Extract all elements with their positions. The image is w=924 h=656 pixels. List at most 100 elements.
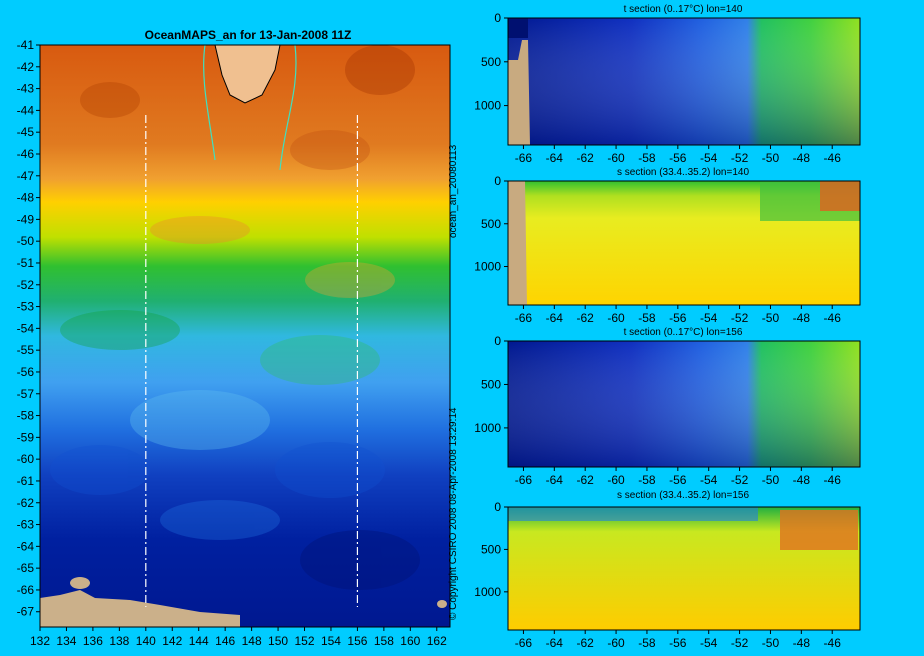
lat-tick-label: -41 xyxy=(17,38,35,52)
lat-tick-label: -67 xyxy=(17,605,35,619)
panel-x-tick-label: -60 xyxy=(607,151,625,165)
panel-2-warm xyxy=(820,181,860,211)
panel-3-title: t section (0..17°C) lon=156 xyxy=(624,327,743,338)
panel-1-title: t section (0..17°C) lon=140 xyxy=(624,4,743,15)
lon-tick-label: 132 xyxy=(30,634,50,648)
panel-x-tick-label: -54 xyxy=(700,473,718,487)
panel-x-tick-label: -64 xyxy=(546,311,564,325)
lon-tick-label: 144 xyxy=(189,634,209,648)
panel-x-tick-label: -60 xyxy=(607,473,625,487)
section-panel-3: t section (0..17°C) lon=156 xyxy=(507,327,861,468)
lat-tick-label: -65 xyxy=(17,561,35,575)
panel-x-tick-label: -62 xyxy=(577,473,595,487)
panel-x-tick-label: -48 xyxy=(793,473,811,487)
panel-x-tick-label: -52 xyxy=(731,473,749,487)
antarctica-island xyxy=(70,577,90,589)
map-field xyxy=(40,45,450,627)
map-side-label-top: ocean_an_20080113 xyxy=(448,144,459,238)
panel-4-warm xyxy=(780,510,858,550)
panel-x-tick-label: -62 xyxy=(577,151,595,165)
lat-tick-label: -45 xyxy=(17,125,35,139)
panel-x-tick-label: -60 xyxy=(607,636,625,650)
lat-tick-label: -62 xyxy=(17,496,35,510)
panel-1-frame xyxy=(507,17,861,146)
section-panel-2: s section (33.4..35.2) lon=140 xyxy=(507,167,861,306)
panel-x-tick-label: -58 xyxy=(638,151,656,165)
lat-tick-label: -60 xyxy=(17,452,35,466)
panel-x-tick-label: -56 xyxy=(669,473,687,487)
panel-1-surface xyxy=(508,18,528,38)
panel-x-tick-label: -64 xyxy=(546,473,564,487)
panel-y-tick-label: 1000 xyxy=(474,99,501,113)
lat-tick-label: -64 xyxy=(17,539,35,553)
lat-tick-label: -55 xyxy=(17,343,35,357)
panel-x-tick-label: -66 xyxy=(515,311,533,325)
section-panel-1: t section (0..17°C) lon=140 xyxy=(507,4,861,146)
lon-tick-label: 134 xyxy=(56,634,76,648)
antarctica-rock xyxy=(437,600,447,608)
lat-tick-label: -42 xyxy=(17,60,35,74)
panel-4-surface xyxy=(508,507,758,521)
lat-tick-label: -56 xyxy=(17,365,35,379)
panel-y-tick-label: 500 xyxy=(481,55,501,69)
panel-x-tick-label: -46 xyxy=(824,311,842,325)
panel-x-tick-label: -52 xyxy=(731,636,749,650)
lon-tick-label: 158 xyxy=(374,634,394,648)
lat-tick-label: -51 xyxy=(17,256,35,270)
contour-lines xyxy=(203,44,297,171)
panel-2-frame xyxy=(507,180,861,306)
panel-x-tick-label: -62 xyxy=(577,311,595,325)
panel-x-tick-label: -48 xyxy=(793,151,811,165)
lon-tick-label: 156 xyxy=(347,634,367,648)
panel-y-tick-label: 0 xyxy=(494,334,501,348)
panel-4-title: s section (33.4..35.2) lon=156 xyxy=(617,490,749,501)
panel-x-tick-label: -50 xyxy=(762,636,780,650)
lat-tick-label: -63 xyxy=(17,518,35,532)
panel-x-tick-label: -52 xyxy=(731,311,749,325)
panel-x-tick-label: -66 xyxy=(515,636,533,650)
panel-x-tick-label: -50 xyxy=(762,473,780,487)
panel-3-frame xyxy=(507,340,861,468)
lat-tick-label: -61 xyxy=(17,474,35,488)
panel-x-tick-label: -52 xyxy=(731,151,749,165)
lon-tick-label: 146 xyxy=(215,634,235,648)
panel-4-frame xyxy=(507,506,861,631)
lat-tick-label: -47 xyxy=(17,169,35,183)
panel-x-tick-label: -54 xyxy=(700,151,718,165)
lon-tick-label: 148 xyxy=(242,634,262,648)
panel-1-seafloor xyxy=(508,40,530,145)
lon-tick-label: 152 xyxy=(295,634,315,648)
panel-y-tick-label: 1000 xyxy=(474,421,501,435)
panel-x-tick-label: -66 xyxy=(515,473,533,487)
lat-tick-label: -49 xyxy=(17,212,35,226)
lat-tick-label: -44 xyxy=(17,103,35,117)
panel-y-tick-label: 0 xyxy=(494,174,501,188)
lat-tick-label: -53 xyxy=(17,300,35,314)
lat-tick-label: -57 xyxy=(17,387,35,401)
panel-3-shade xyxy=(508,341,860,467)
panel-y-tick-label: 500 xyxy=(481,217,501,231)
lat-tick-label: -54 xyxy=(17,321,35,335)
map-frame xyxy=(39,44,451,628)
panel-y-tick-label: 1000 xyxy=(474,585,501,599)
panel-x-tick-label: -64 xyxy=(546,151,564,165)
lon-tick-label: 160 xyxy=(400,634,420,648)
panel-x-tick-label: -54 xyxy=(700,636,718,650)
panel-x-tick-label: -56 xyxy=(669,151,687,165)
panel-x-tick-label: -48 xyxy=(793,311,811,325)
panel-2-seafloor xyxy=(508,181,527,305)
panel-x-tick-label: -66 xyxy=(515,151,533,165)
lat-tick-label: -48 xyxy=(17,191,35,205)
map-texture xyxy=(50,45,420,590)
lat-tick-label: -52 xyxy=(17,278,35,292)
map-panel: OceanMAPS_an for 13-Jan-2008 11Z xyxy=(17,28,459,648)
tasmania-landmass xyxy=(214,44,281,104)
panel-x-tick-label: -46 xyxy=(824,151,842,165)
panel-y-tick-label: 0 xyxy=(494,500,501,514)
panel-y-tick-label: 500 xyxy=(481,377,501,391)
section-panel-4: s section (33.4..35.2) lon=156 xyxy=(507,490,861,631)
lat-tick-label: -46 xyxy=(17,147,35,161)
panel-y-tick-label: 500 xyxy=(481,542,501,556)
panel-y-tick-label: 0 xyxy=(494,11,501,25)
